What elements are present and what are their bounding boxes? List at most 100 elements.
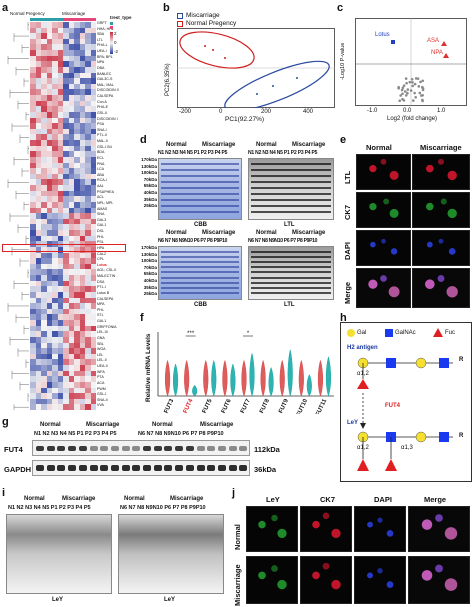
heatmap-cell — [68, 230, 75, 236]
heatmap-cell — [30, 348, 36, 355]
panel-label-a: a — [2, 2, 9, 14]
blot-g-band — [78, 465, 87, 471]
blot-g-band — [110, 446, 119, 451]
heatmap-row-label: SBL — [97, 341, 104, 346]
heatmap-cell — [46, 89, 53, 96]
heatmap-cell — [57, 44, 64, 51]
panel-label-i: i — [2, 487, 6, 499]
volcano-xlabel: Log2 (fold change) — [387, 116, 438, 122]
heatmap-cell — [85, 83, 91, 90]
heatmap-cell — [74, 314, 80, 321]
heatmap-cell — [41, 162, 47, 169]
volcano-point — [398, 99, 402, 103]
heatmap-row-label: GAL3 — [97, 217, 107, 222]
micro-e-row-dapi: DAPI — [343, 242, 352, 260]
blot-band — [161, 256, 239, 259]
heatmap-cell — [63, 275, 69, 281]
heatmap-cell — [57, 168, 64, 175]
heatmap-cell — [90, 128, 97, 135]
violin-shape — [222, 359, 228, 397]
heatmap-cell — [46, 213, 53, 220]
heatmap-cell — [35, 162, 42, 169]
heatmap-cell — [74, 50, 80, 57]
panel-label-b: b — [163, 2, 170, 14]
heatmap-cell — [35, 246, 42, 253]
heatmap-cell — [79, 106, 86, 113]
heatmap-cell — [63, 78, 69, 85]
heatmap-cell — [68, 151, 75, 158]
heatmap-cell — [46, 100, 53, 107]
heatmap-cell — [79, 44, 86, 51]
heatmap-cell — [57, 308, 64, 315]
heatmap-cell — [52, 246, 58, 253]
heatmap-cell — [74, 190, 80, 197]
heatmap-cell — [41, 123, 47, 130]
blot-g-band — [110, 465, 119, 471]
heatmap-highlight-box — [2, 244, 126, 252]
heatmap-cell — [68, 61, 75, 68]
ley-label: LeY — [347, 420, 359, 426]
blot-d-marker: 35kDa — [143, 284, 157, 290]
heatmap-cell — [41, 22, 47, 28]
heatmap-row-label: GRIFFONIA — [97, 324, 117, 329]
heatmap-cell — [35, 117, 42, 124]
heatmap-cell — [74, 275, 80, 281]
heatmap-cell — [57, 280, 64, 287]
heatmap-cell — [52, 140, 58, 146]
heatmap-cell — [57, 381, 64, 388]
heatmap-cell — [85, 72, 91, 79]
violin-shape — [203, 359, 209, 397]
heatmap-cell — [41, 398, 47, 405]
heatmap-cell — [57, 218, 64, 225]
heatmap-cell — [41, 376, 47, 383]
volcano-point — [404, 94, 408, 97]
heatmap-cell — [85, 145, 91, 152]
heatmap-cell — [68, 190, 75, 197]
heatmap-cell — [85, 162, 91, 169]
blot-band — [251, 276, 331, 279]
heatmap-cell — [90, 207, 97, 214]
heatmap-cell — [85, 78, 91, 85]
heatmap-cell — [85, 61, 91, 68]
heatmap-cell — [30, 314, 36, 321]
heatmap-cell — [68, 128, 75, 135]
heatmap-row-labels: GRFT HHA; HHL SBA LTL PHA-L UEA-I BPA; BPL NPA D… — [97, 21, 127, 410]
heatmap-cell — [74, 376, 80, 383]
fut4-enzyme-label: FUT4 — [385, 403, 400, 409]
pca-xtick: 0 — [219, 109, 223, 115]
heatmap-cell — [41, 331, 47, 338]
heatmap-cell — [79, 151, 86, 158]
violin-category-label: FUT9 — [278, 398, 290, 414]
heatmap-cell — [85, 342, 91, 349]
heatmap-cell — [30, 55, 36, 62]
heatmap-row-label: PHA-L — [97, 43, 108, 48]
heatmap-cell — [30, 89, 36, 96]
heatmap-cell — [46, 190, 53, 197]
heatmap-cell — [35, 78, 42, 85]
heatmap-row-label: DSL — [97, 229, 104, 234]
heatmap-cell — [57, 336, 64, 343]
heatmap-cell — [79, 297, 86, 304]
blot-band — [161, 187, 239, 189]
blot-g-band — [89, 465, 98, 471]
heatmap-cell — [52, 398, 58, 405]
heatmap-cell — [90, 404, 97, 411]
heatmap-cell — [85, 213, 91, 220]
blot-i-group-label: Miscarriage — [62, 496, 96, 502]
heatmap-row-label: BANLEC — [97, 71, 112, 76]
heatmap-cell — [46, 151, 53, 158]
volcano-point — [414, 95, 417, 99]
heatmap-cell — [57, 353, 64, 360]
heatmap-cell — [52, 162, 58, 169]
heatmap-cell — [68, 72, 75, 79]
heatmap-cell — [74, 218, 80, 225]
heatmap-cell — [68, 258, 75, 265]
blot-g-lane-labels: N1 N2 N3 N4 N5 P1 P2 P3 P4 P5 — [34, 431, 117, 437]
heatmap-cell — [35, 263, 42, 270]
heatmap-cell — [79, 370, 86, 377]
heatmap-cell — [30, 230, 36, 236]
heatmap-cell — [41, 151, 47, 158]
pca-ellipse-miscarriage — [224, 60, 330, 108]
heatmap-cell — [35, 235, 42, 242]
heatmap-cell — [79, 235, 86, 242]
